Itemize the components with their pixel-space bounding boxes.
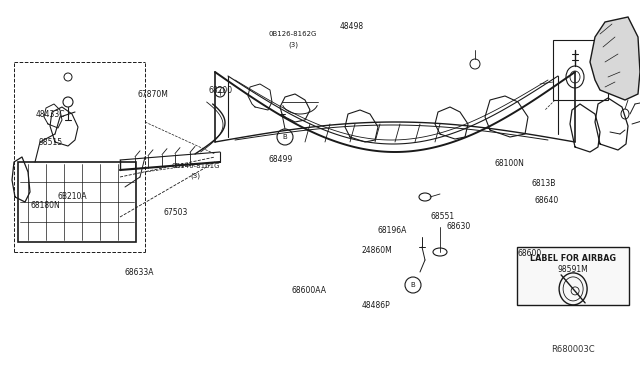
Polygon shape — [590, 17, 640, 100]
Text: 68630: 68630 — [446, 222, 470, 231]
Text: 68499: 68499 — [269, 155, 293, 164]
Text: R680003C: R680003C — [552, 345, 595, 354]
Text: (3): (3) — [191, 173, 201, 179]
Bar — [18, 162, 136, 242]
Text: 67870M: 67870M — [138, 90, 168, 99]
Text: 98591M: 98591M — [557, 265, 589, 274]
Text: (3): (3) — [288, 41, 298, 48]
Text: 68196A: 68196A — [378, 226, 407, 235]
Text: B: B — [283, 134, 287, 140]
Text: 68180N: 68180N — [31, 201, 60, 210]
Bar — [553, 40, 608, 100]
Text: 6B210A: 6B210A — [58, 192, 87, 201]
Text: 68100N: 68100N — [495, 159, 525, 168]
Text: 68200: 68200 — [209, 86, 233, 95]
Text: 68600AA: 68600AA — [291, 286, 326, 295]
Text: 68600: 68600 — [517, 249, 541, 258]
Text: 68640: 68640 — [534, 196, 559, 205]
Text: 48433C: 48433C — [35, 110, 65, 119]
Text: 24860M: 24860M — [362, 246, 392, 255]
Text: 98515: 98515 — [38, 138, 63, 147]
Bar — [517, 247, 629, 305]
Text: 48486P: 48486P — [362, 301, 390, 310]
Text: B: B — [411, 282, 415, 288]
Text: 48498: 48498 — [339, 22, 364, 31]
Text: 67503: 67503 — [164, 208, 188, 217]
Text: 6813B: 6813B — [531, 179, 556, 187]
Text: 68633A: 68633A — [125, 268, 154, 277]
Text: 68551: 68551 — [430, 212, 454, 221]
Text: 0B126-8162G: 0B126-8162G — [269, 31, 317, 37]
Text: LABEL FOR AIRBAG: LABEL FOR AIRBAG — [530, 254, 616, 263]
Text: 0B146-8161G: 0B146-8161G — [172, 163, 220, 169]
